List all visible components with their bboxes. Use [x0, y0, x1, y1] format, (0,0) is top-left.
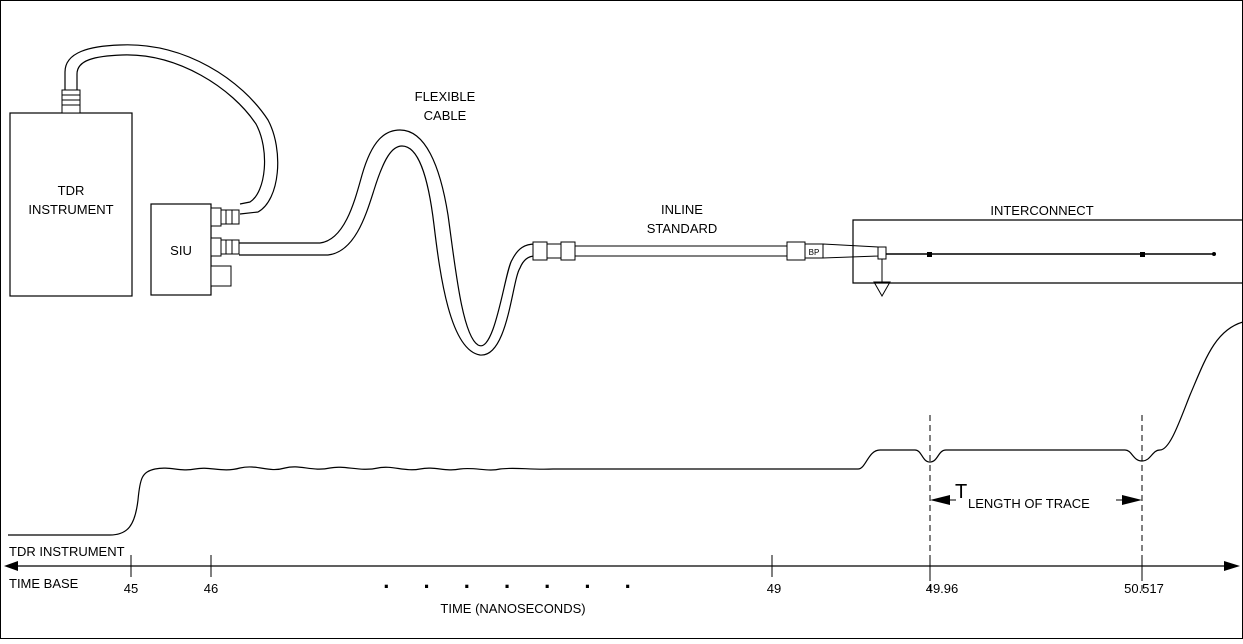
axis-left-arrow — [4, 561, 18, 571]
siu-label: SIU — [170, 243, 192, 258]
inline-standard-label-line1: INLINE — [661, 202, 703, 217]
flexible-cable-label-line2: CABLE — [424, 108, 467, 123]
tick-label-46: 46 — [204, 581, 218, 596]
probe — [822, 243, 891, 298]
tick-label-49: 49 — [767, 581, 781, 596]
time-axis: 45 46 49 49.96 50.517 . . . . . . . TIME… — [4, 544, 1240, 616]
tick-label-50-517: 50.517 — [1124, 581, 1164, 596]
inline-standard-label-line2: STANDARD — [647, 221, 718, 236]
length-symbol: T — [955, 481, 967, 503]
length-measurement: T LENGTH OF TRACE — [930, 481, 1142, 511]
tick-label-45: 45 — [124, 581, 138, 596]
ground-icon — [873, 281, 891, 298]
interconnect — [852, 219, 1243, 284]
axis-ellipsis: . . . . . . . — [383, 568, 644, 593]
time-base-label-bottom: TIME BASE — [9, 576, 79, 591]
instrument-cable — [64, 44, 279, 215]
flexible-cable — [239, 129, 536, 356]
axis-right-arrow — [1224, 561, 1240, 571]
siu: SIU — [150, 203, 240, 296]
tick-label-49-96: 49.96 — [926, 581, 959, 596]
probe-marking: BP — [809, 248, 820, 257]
tdr-instrument: TDR INSTRUMENT — [9, 89, 133, 297]
flexible-cable-label-line1: FLEXIBLE — [415, 89, 476, 104]
tdr-instrument-box — [9, 112, 133, 297]
axis-title: TIME (NANOSECONDS) — [440, 601, 585, 616]
time-base-label-top: TDR INSTRUMENT — [9, 544, 125, 559]
interconnect-label: INTERCONNECT — [990, 203, 1093, 218]
tdr-instrument-label-line2: INSTRUMENT — [28, 202, 113, 217]
siu-box — [150, 203, 212, 296]
length-subscript: LENGTH OF TRACE — [968, 496, 1090, 511]
tdr-instrument-label-line1: TDR — [58, 183, 85, 198]
tdr-waveform — [8, 321, 1243, 536]
inline-standard: BP — [532, 241, 824, 261]
tdr-connector — [61, 89, 81, 114]
